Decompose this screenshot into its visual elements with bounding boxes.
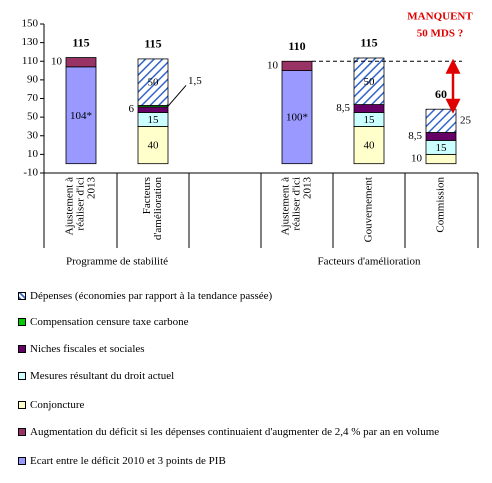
- y-tick-label: 90: [27, 73, 39, 85]
- value-label: 50: [364, 76, 376, 88]
- y-tick-label: 150: [22, 18, 39, 30]
- legend-text: Niches fiscales et sociales: [30, 343, 145, 355]
- legend-text: Dépenses (économies par rapport à la ten…: [30, 290, 273, 302]
- x-tick-label: 2013: [86, 177, 98, 200]
- legend-swatch: [18, 401, 26, 409]
- value-label: 40: [364, 140, 376, 152]
- bar-segment: [353, 126, 385, 165]
- y-tick-label: 30: [27, 129, 39, 141]
- x-tick-label: Facteurs: [141, 177, 153, 214]
- y-tick-label: 50: [27, 111, 39, 123]
- bar-segment: [425, 108, 457, 133]
- value-label: 10: [267, 59, 279, 71]
- legend-swatch: [18, 457, 26, 465]
- value-label: 6: [129, 103, 135, 115]
- legend-item: Compensation censure taxe carbone: [18, 316, 480, 329]
- group-label: Programme de stabilité: [66, 256, 168, 268]
- x-tick-label: réaliser d'ici: [75, 177, 87, 231]
- x-tick-label: 2013: [302, 177, 314, 200]
- total-label: 115: [360, 36, 377, 50]
- bar-segment: [137, 58, 169, 106]
- legend-item: Conjoncture: [18, 399, 480, 412]
- bar-segment: [65, 66, 97, 165]
- legend-swatch: [18, 372, 26, 380]
- value-label: 8,5: [336, 102, 350, 114]
- legend-item: Augmentation du déficit si les dépenses …: [18, 426, 480, 439]
- bar-segment: [65, 57, 97, 68]
- legend-swatch: [18, 318, 26, 326]
- value-label: 50: [148, 77, 160, 89]
- legend-item: Ecart entre le déficit 2010 et 3 points …: [18, 455, 480, 468]
- legend-text: Ecart entre le déficit 2010 et 3 points …: [30, 455, 226, 467]
- y-tick-label: 70: [27, 92, 39, 104]
- y-tick-label: 110: [22, 55, 39, 67]
- value-label: 25: [460, 114, 472, 126]
- legend-swatch: [18, 292, 26, 300]
- total-label: 60: [435, 87, 447, 101]
- total-label: 115: [72, 35, 89, 49]
- value-label: 10: [411, 153, 423, 165]
- x-tick-label: Commission: [435, 177, 447, 233]
- value-label: 10: [51, 56, 63, 68]
- x-tick-label: Ajustement à: [64, 177, 76, 235]
- value-label: 104*: [70, 110, 92, 122]
- value-label: 40: [148, 140, 160, 152]
- x-tick-label: réaliser d'ici: [291, 177, 303, 231]
- value-label: 8,5: [408, 130, 422, 142]
- legend-text: Augmentation du déficit si les dépenses …: [30, 426, 440, 438]
- legend-item: Mesures résultant du droit actuel: [18, 370, 480, 383]
- y-tick-label: -10: [23, 167, 38, 179]
- bar-segment: [137, 106, 169, 113]
- leader: [167, 85, 187, 107]
- legend-text: Mesures résultant du droit actuel: [30, 370, 175, 382]
- bar-segment: [353, 57, 385, 105]
- x-tick-label: Gouvernement: [363, 177, 375, 242]
- bar-segment: [425, 132, 457, 141]
- value-label: 15: [436, 142, 448, 154]
- value-label: 15: [148, 114, 160, 126]
- group-label: Facteurs d'amélioration: [317, 256, 421, 268]
- value-label: 100*: [286, 112, 308, 124]
- legend-item: Niches fiscales et sociales: [18, 343, 480, 356]
- total-label: 115: [144, 37, 161, 51]
- y-tick-label: 10: [27, 148, 39, 160]
- legend-swatch: [18, 345, 26, 353]
- legend-swatch: [18, 428, 26, 436]
- bar-segment: [137, 126, 169, 165]
- legend-text: Conjoncture: [30, 399, 85, 411]
- annotation: MANQUENT: [407, 11, 473, 23]
- bar-segment: [425, 153, 457, 165]
- legend-text: Compensation censure taxe carbone: [30, 316, 189, 328]
- y-tick-label: 130: [22, 36, 39, 48]
- x-tick-label: d'amélioration: [152, 177, 164, 241]
- value-label: 15: [364, 114, 376, 126]
- total-label: 110: [288, 39, 305, 53]
- x-tick-label: Ajustement à: [280, 177, 292, 235]
- legend-item: Dépenses (économies par rapport à la ten…: [18, 290, 480, 303]
- bar-segment: [281, 60, 313, 71]
- value-label: 1,5: [188, 75, 202, 87]
- annotation: 50 MDS ?: [417, 28, 463, 40]
- bar-segment: [353, 104, 385, 113]
